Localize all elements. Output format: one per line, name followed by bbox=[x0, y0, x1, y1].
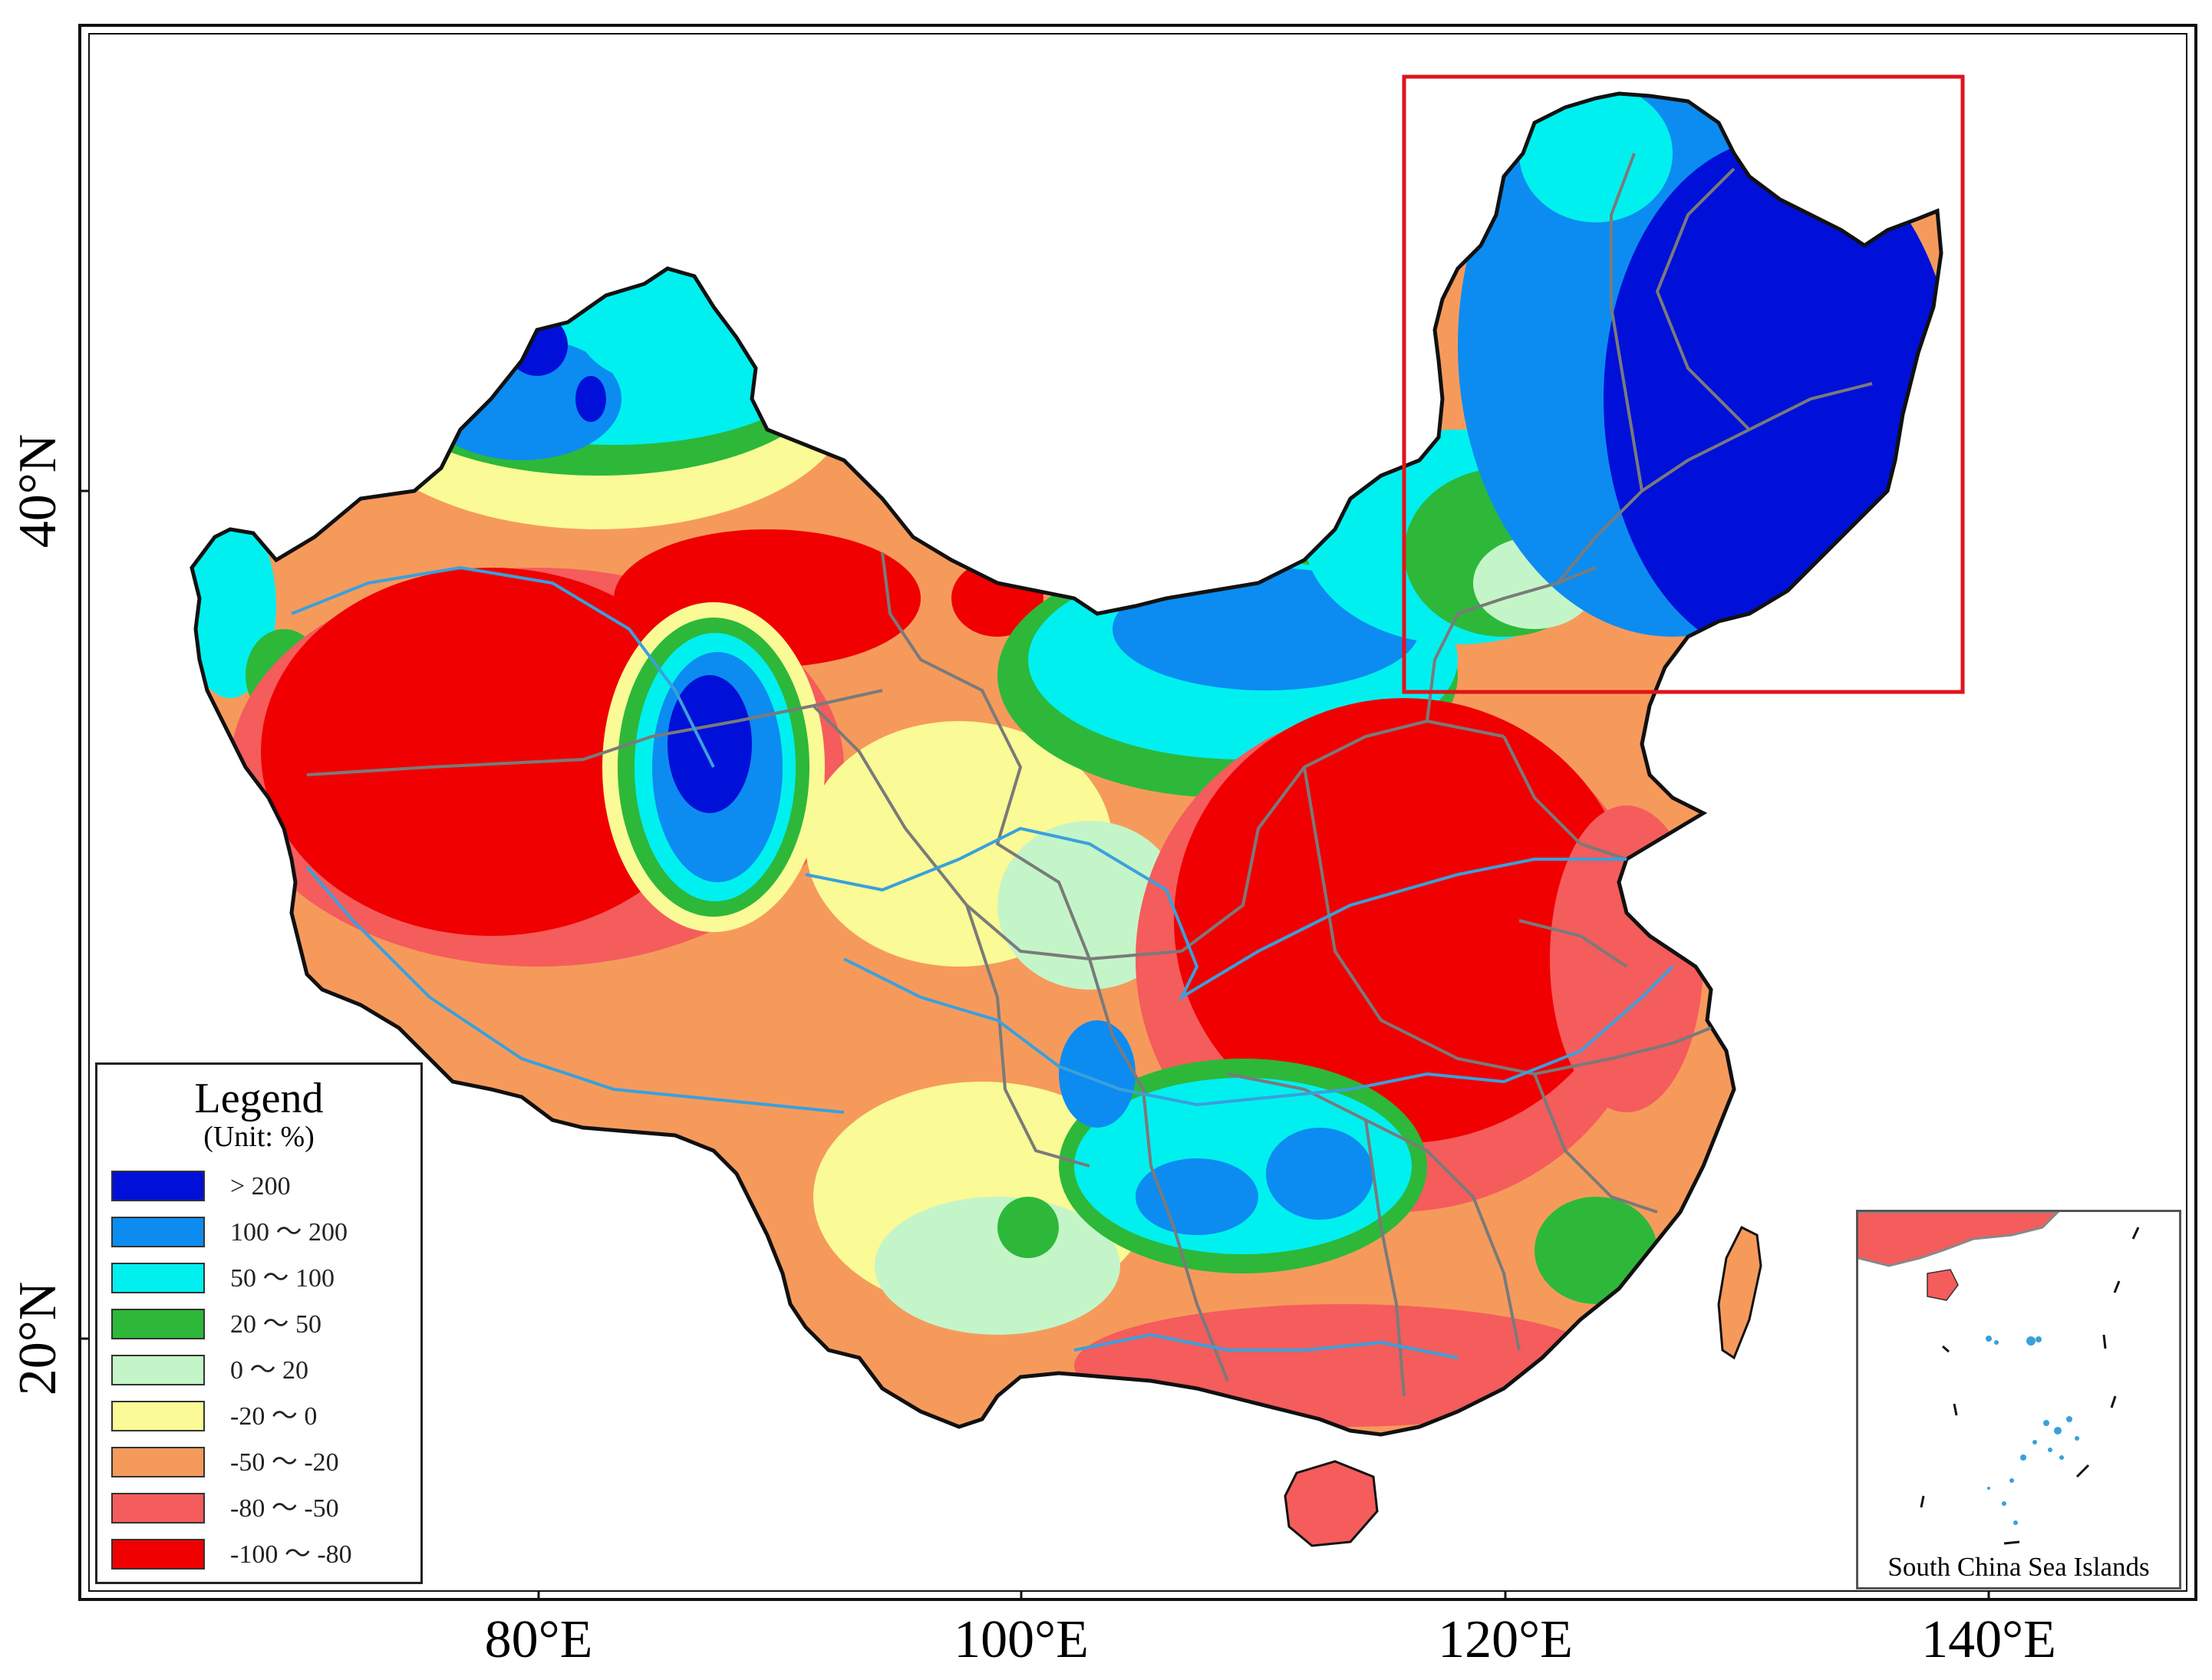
outer-frame bbox=[78, 24, 2197, 1601]
legend-item: 100 ～ 200 bbox=[111, 1217, 414, 1249]
rivers bbox=[291, 565, 1674, 1359]
legend-item: -50 ～ -20 bbox=[111, 1447, 414, 1479]
province-boundaries bbox=[306, 153, 1873, 1397]
legend-item: 50 ～ 100 bbox=[111, 1263, 414, 1295]
china-border bbox=[190, 91, 1943, 1437]
legend-label: -80 ～ -50 bbox=[230, 1494, 339, 1523]
legend-label: 0 ～ 20 bbox=[230, 1356, 308, 1385]
legend-item: 0 ～ 20 bbox=[111, 1355, 414, 1387]
taiwan-island bbox=[1717, 1225, 1762, 1360]
y-tick-20n: 20°N bbox=[8, 1282, 68, 1396]
x-tick-100e: 100°E bbox=[954, 1610, 1089, 1669]
legend-swatch bbox=[111, 1447, 205, 1477]
legend-swatch bbox=[111, 1171, 205, 1201]
legend-label: 20 ～ 50 bbox=[230, 1310, 321, 1339]
legend-swatch bbox=[111, 1493, 205, 1524]
legend-swatch bbox=[111, 1309, 205, 1339]
south-china-sea-inset: South China Sea Islands bbox=[1856, 1210, 2181, 1589]
legend-label: -50 ～ -20 bbox=[230, 1448, 339, 1477]
inset-map bbox=[1858, 1212, 2140, 1545]
legend-label: 100 ～ 200 bbox=[230, 1218, 348, 1247]
legend-swatch bbox=[111, 1401, 205, 1431]
highlight-box bbox=[1402, 74, 1965, 694]
legend-swatch bbox=[111, 1263, 205, 1293]
hainan-island bbox=[1284, 1460, 1379, 1547]
legend-item: > 200 bbox=[111, 1171, 414, 1203]
legend-label: 50 ～ 100 bbox=[230, 1264, 335, 1293]
legend-label: -100 ～ -80 bbox=[230, 1540, 352, 1569]
legend-item: -20 ～ 0 bbox=[111, 1401, 414, 1433]
legend-swatch bbox=[111, 1217, 205, 1247]
legend-item: -80 ～ -50 bbox=[111, 1493, 414, 1525]
legend-swatch bbox=[111, 1355, 205, 1385]
legend-swatch bbox=[111, 1539, 205, 1570]
legend-item: -100 ～ -80 bbox=[111, 1539, 414, 1571]
legend-unit: (Unit: %) bbox=[203, 1121, 315, 1153]
legend: Legend (Unit: %) > 200 100 ～ 200 50 ～ 100 2… bbox=[95, 1062, 423, 1584]
legend-title: Legend bbox=[194, 1075, 324, 1122]
x-tick-120e: 120°E bbox=[1438, 1610, 1573, 1669]
inset-title: South China Sea Islands bbox=[1887, 1552, 2150, 1582]
legend-label: > 200 bbox=[230, 1172, 291, 1201]
x-tick-80e: 80°E bbox=[485, 1610, 593, 1669]
legend-item: 20 ～ 50 bbox=[111, 1309, 414, 1341]
x-tick-140e: 140°E bbox=[1921, 1610, 2056, 1669]
legend-label: -20 ～ 0 bbox=[230, 1402, 318, 1431]
inner-frame bbox=[88, 33, 2187, 1592]
y-tick-40n: 40°N bbox=[8, 434, 68, 548]
axis-ticks bbox=[80, 489, 1990, 1600]
